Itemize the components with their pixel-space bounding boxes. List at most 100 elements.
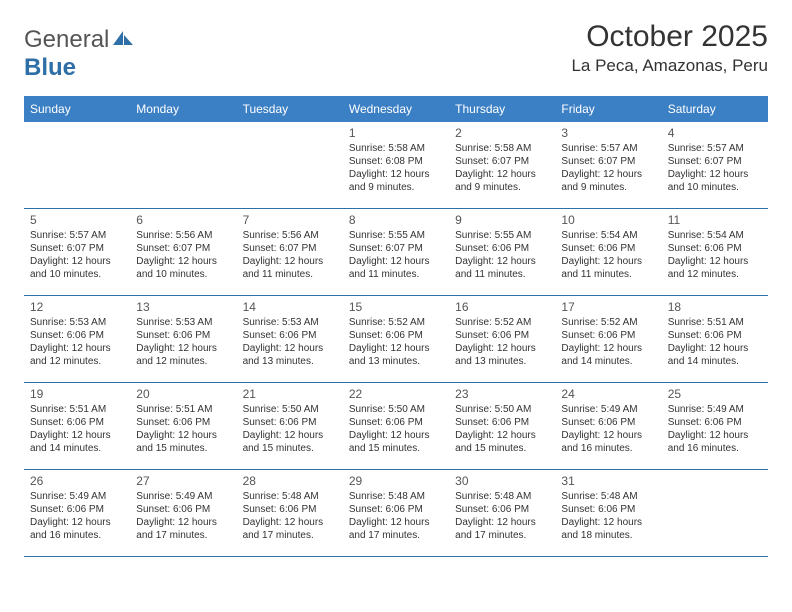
day-info: Sunrise: 5:57 AMSunset: 6:07 PMDaylight:…	[561, 142, 655, 194]
day-info: Sunrise: 5:48 AMSunset: 6:06 PMDaylight:…	[455, 490, 549, 542]
day-cell: 6Sunrise: 5:56 AMSunset: 6:07 PMDaylight…	[130, 209, 236, 295]
day-number: 17	[561, 300, 655, 314]
logo-text: GeneralBlue	[24, 26, 135, 82]
day-number: 5	[30, 213, 124, 227]
day-number: 9	[455, 213, 549, 227]
day-cell: 27 Sunrise: 5:49 AMSunset: 6:06 PMDayligh…	[130, 470, 236, 556]
day-info: Sunrise: 5:50 AMSunset: 6:06 PMDaylight:…	[455, 403, 549, 455]
weeks-container: 1Sunrise: 5:58 AMSunset: 6:08 PMDaylight…	[24, 122, 768, 557]
day-info: Sunrise: 5:52 AMSunset: 6:06 PMDaylight:…	[349, 316, 443, 368]
day-cell: 21Sunrise: 5:50 AMSunset: 6:06 PMDayligh…	[237, 383, 343, 469]
dow-cell: Monday	[130, 96, 236, 122]
day-number: 22	[349, 387, 443, 401]
logo-blue: Blue	[24, 54, 76, 81]
day-info: Sunrise: 5:51 AMSunset: 6:06 PMDaylight:…	[668, 316, 762, 368]
day-number: 14	[243, 300, 337, 314]
day-cell: 23 Sunrise: 5:50 AMSunset: 6:06 PMDayligh…	[449, 383, 555, 469]
week-row: 26 Sunrise: 5:49 AMSunset: 6:06 PMDayligh…	[24, 470, 768, 557]
day-cell: 3 Sunrise: 5:57 AMSunset: 6:07 PMDaylight…	[555, 122, 661, 208]
dow-cell: Friday	[555, 96, 661, 122]
dow-cell: Saturday	[662, 96, 768, 122]
title-block: October 2025 La Peca, Amazonas, Peru	[571, 20, 768, 76]
logo: GeneralBlue	[24, 26, 135, 82]
day-number: 12	[30, 300, 124, 314]
week-row: 1Sunrise: 5:58 AMSunset: 6:08 PMDaylight…	[24, 122, 768, 209]
day-number: 13	[136, 300, 230, 314]
day-info: Sunrise: 5:49 AMSunset: 6:06 PMDaylight:…	[30, 490, 124, 542]
day-number: 2	[455, 126, 549, 140]
day-cell: 15 Sunrise: 5:52 AMSunset: 6:06 PMDayligh…	[343, 296, 449, 382]
day-number: 6	[136, 213, 230, 227]
day-info: Sunrise: 5:48 AMSunset: 6:06 PMDaylight:…	[243, 490, 337, 542]
day-cell: 12 Sunrise: 5:53 AMSunset: 6:06 PMDayligh…	[24, 296, 130, 382]
day-number: 3	[561, 126, 655, 140]
day-number: 8	[349, 213, 443, 227]
day-cell: 16 Sunrise: 5:52 AMSunset: 6:06 PMDayligh…	[449, 296, 555, 382]
day-cell: 20 Sunrise: 5:51 AMSunset: 6:06 PMDayligh…	[130, 383, 236, 469]
day-cell: 9 Sunrise: 5:55 AMSunset: 6:06 PMDaylight…	[449, 209, 555, 295]
day-number: 16	[455, 300, 549, 314]
header: GeneralBlue October 2025 La Peca, Amazon…	[24, 20, 768, 82]
day-cell	[662, 470, 768, 556]
day-number: 7	[243, 213, 337, 227]
day-of-week-row: SundayMondayTuesdayWednesdayThursdayFrid…	[24, 96, 768, 122]
day-info: Sunrise: 5:58 AMSunset: 6:07 PMDaylight:…	[455, 142, 549, 194]
day-cell: 29 Sunrise: 5:48 AMSunset: 6:06 PMDayligh…	[343, 470, 449, 556]
day-number: 29	[349, 474, 443, 488]
day-cell	[237, 122, 343, 208]
day-info: Sunrise: 5:49 AMSunset: 6:06 PMDaylight:…	[561, 403, 655, 455]
day-cell: 11Sunrise: 5:54 AMSunset: 6:06 PMDayligh…	[662, 209, 768, 295]
day-info: Sunrise: 5:57 AMSunset: 6:07 PMDaylight:…	[30, 229, 124, 281]
day-cell	[130, 122, 236, 208]
calendar: SundayMondayTuesdayWednesdayThursdayFrid…	[24, 96, 768, 557]
day-cell: 14 Sunrise: 5:53 AMSunset: 6:06 PMDayligh…	[237, 296, 343, 382]
location: La Peca, Amazonas, Peru	[571, 56, 768, 76]
day-number: 10	[561, 213, 655, 227]
day-cell: 26 Sunrise: 5:49 AMSunset: 6:06 PMDayligh…	[24, 470, 130, 556]
day-cell: 13 Sunrise: 5:53 AMSunset: 6:06 PMDayligh…	[130, 296, 236, 382]
day-cell: 19Sunrise: 5:51 AMSunset: 6:06 PMDayligh…	[24, 383, 130, 469]
day-info: Sunrise: 5:51 AMSunset: 6:06 PMDaylight:…	[30, 403, 124, 455]
day-number: 26	[30, 474, 124, 488]
logo-general: General	[24, 26, 109, 53]
dow-cell: Sunday	[24, 96, 130, 122]
day-cell	[24, 122, 130, 208]
day-number: 31	[561, 474, 655, 488]
month-title: October 2025	[571, 20, 768, 54]
day-cell: 8Sunrise: 5:55 AMSunset: 6:07 PMDaylight…	[343, 209, 449, 295]
day-cell: 5 Sunrise: 5:57 AMSunset: 6:07 PMDaylight…	[24, 209, 130, 295]
day-cell: 28 Sunrise: 5:48 AMSunset: 6:06 PMDayligh…	[237, 470, 343, 556]
day-info: Sunrise: 5:51 AMSunset: 6:06 PMDaylight:…	[136, 403, 230, 455]
day-cell: 31Sunrise: 5:48 AMSunset: 6:06 PMDayligh…	[555, 470, 661, 556]
dow-cell: Thursday	[449, 96, 555, 122]
day-number: 15	[349, 300, 443, 314]
day-cell: 17 Sunrise: 5:52 AMSunset: 6:06 PMDayligh…	[555, 296, 661, 382]
day-info: Sunrise: 5:57 AMSunset: 6:07 PMDaylight:…	[668, 142, 762, 194]
day-cell: 25Sunrise: 5:49 AMSunset: 6:06 PMDayligh…	[662, 383, 768, 469]
day-number: 23	[455, 387, 549, 401]
day-number: 21	[243, 387, 337, 401]
day-info: Sunrise: 5:49 AMSunset: 6:06 PMDaylight:…	[668, 403, 762, 455]
day-cell: 2 Sunrise: 5:58 AMSunset: 6:07 PMDaylight…	[449, 122, 555, 208]
day-number: 4	[668, 126, 762, 140]
day-cell: 30Sunrise: 5:48 AMSunset: 6:06 PMDayligh…	[449, 470, 555, 556]
day-number: 20	[136, 387, 230, 401]
day-cell: 24Sunrise: 5:49 AMSunset: 6:06 PMDayligh…	[555, 383, 661, 469]
day-info: Sunrise: 5:56 AMSunset: 6:07 PMDaylight:…	[243, 229, 337, 281]
day-info: Sunrise: 5:55 AMSunset: 6:06 PMDaylight:…	[455, 229, 549, 281]
day-number: 27	[136, 474, 230, 488]
day-info: Sunrise: 5:53 AMSunset: 6:06 PMDaylight:…	[30, 316, 124, 368]
day-info: Sunrise: 5:49 AMSunset: 6:06 PMDaylight:…	[136, 490, 230, 542]
day-info: Sunrise: 5:52 AMSunset: 6:06 PMDaylight:…	[455, 316, 549, 368]
day-cell: 22 Sunrise: 5:50 AMSunset: 6:06 PMDayligh…	[343, 383, 449, 469]
day-cell: 1Sunrise: 5:58 AMSunset: 6:08 PMDaylight…	[343, 122, 449, 208]
day-info: Sunrise: 5:53 AMSunset: 6:06 PMDaylight:…	[136, 316, 230, 368]
day-number: 28	[243, 474, 337, 488]
day-info: Sunrise: 5:53 AMSunset: 6:06 PMDaylight:…	[243, 316, 337, 368]
week-row: 5 Sunrise: 5:57 AMSunset: 6:07 PMDaylight…	[24, 209, 768, 296]
day-cell: 7 Sunrise: 5:56 AMSunset: 6:07 PMDaylight…	[237, 209, 343, 295]
day-info: Sunrise: 5:48 AMSunset: 6:06 PMDaylight:…	[349, 490, 443, 542]
day-number: 18	[668, 300, 762, 314]
day-info: Sunrise: 5:50 AMSunset: 6:06 PMDaylight:…	[349, 403, 443, 455]
day-info: Sunrise: 5:52 AMSunset: 6:06 PMDaylight:…	[561, 316, 655, 368]
